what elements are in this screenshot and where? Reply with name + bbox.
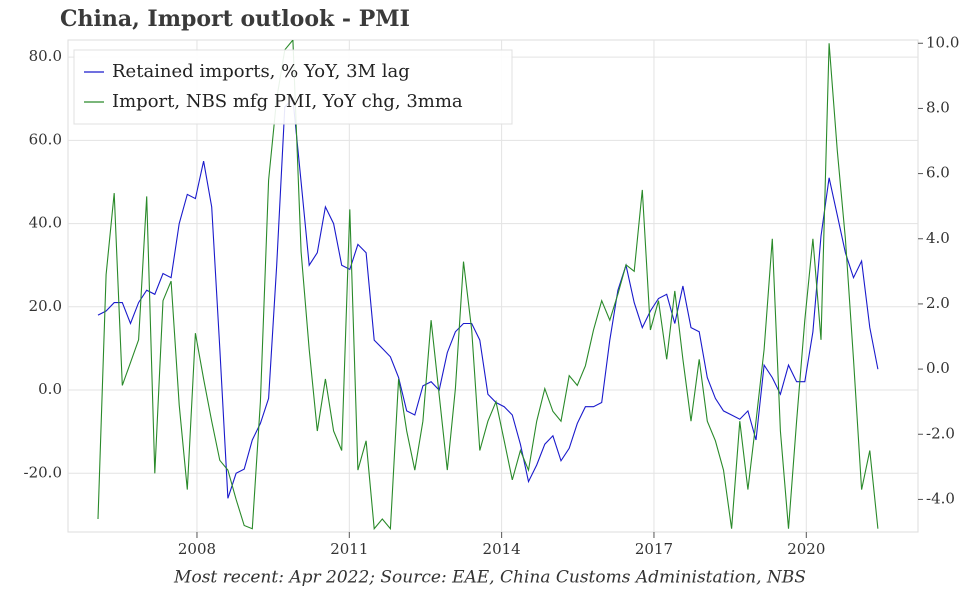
- y2-tick-label: 2.0: [926, 294, 950, 312]
- y-tick-label: 0.0: [38, 380, 62, 398]
- y-tick-label: 80.0: [29, 47, 62, 65]
- legend-box: [73, 49, 513, 125]
- x-tick-label: 2017: [635, 540, 673, 558]
- y-tick-label: -20.0: [24, 463, 62, 481]
- x-tick-label: 2020: [787, 540, 825, 558]
- plot-frame: [67, 39, 919, 533]
- legend: Retained imports, % YoY, 3M lag Import, N…: [73, 49, 513, 125]
- series-line: [97, 40, 879, 531]
- x-tick-label: 2014: [483, 540, 521, 558]
- y2-tick-label: 0.0: [926, 359, 950, 377]
- y2-tick-label: -4.0: [926, 489, 955, 507]
- y-tick-label: 20.0: [29, 297, 62, 315]
- legend-label: Import, NBS mfg PMI, YoY chg, 3mma: [112, 91, 463, 112]
- y-tick-label: 60.0: [29, 130, 62, 148]
- chart-title: China, Import outlook - PMI: [60, 6, 410, 32]
- x-tick-label: 2008: [178, 540, 216, 558]
- legend-label: Retained imports, % YoY, 3M lag: [112, 61, 410, 82]
- lines: [97, 40, 879, 531]
- x-tick-label: 2011: [330, 540, 368, 558]
- y2-tick-label: 4.0: [926, 229, 950, 247]
- series-line: [97, 97, 879, 499]
- footnote: Most recent: Apr 2022; Source: EAE, Chin…: [173, 568, 806, 588]
- y2-tick-label: 8.0: [926, 98, 950, 116]
- y-tick-label: 40.0: [29, 214, 62, 232]
- y2-tick-label: 10.0: [926, 33, 959, 51]
- y2-tick-label: 6.0: [926, 164, 950, 182]
- y2-tick-label: -2.0: [926, 424, 955, 442]
